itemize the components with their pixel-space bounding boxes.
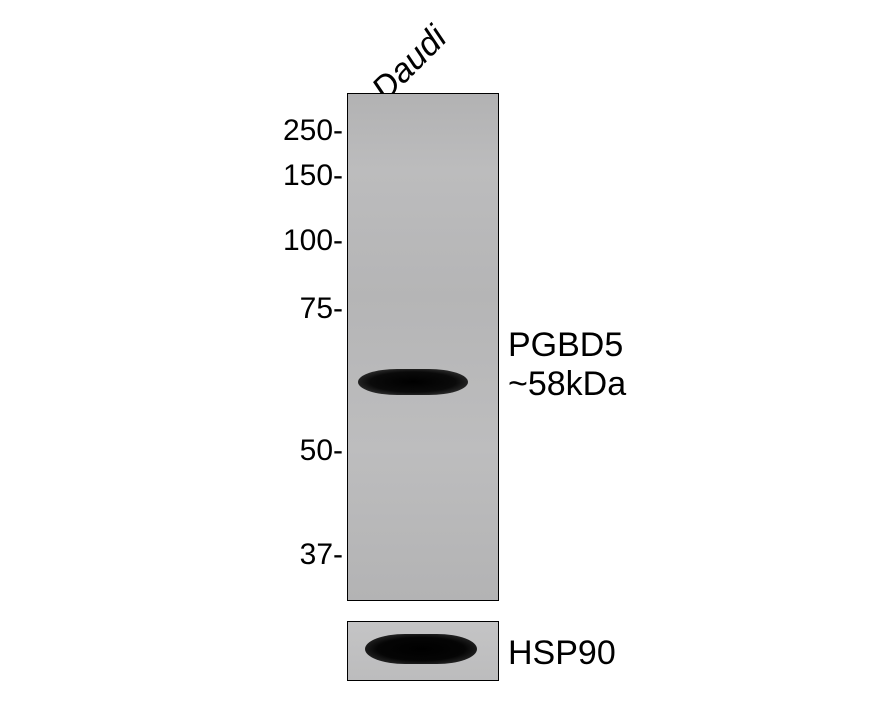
figure-container: Daudi 250- 150- 100- 75- 50- 37- PGBD5 ~… <box>0 0 888 711</box>
marker-75: 75- <box>274 292 343 326</box>
target-band <box>358 369 468 395</box>
marker-text: 250- <box>283 114 343 147</box>
marker-250: 250- <box>259 114 343 148</box>
marker-text: 100- <box>283 224 343 257</box>
marker-text: 150- <box>283 159 343 192</box>
marker-100: 100- <box>259 224 343 258</box>
control-band <box>365 634 477 664</box>
control-name-text: HSP90 <box>508 634 616 672</box>
blot-texture <box>348 94 498 600</box>
marker-150: 150- <box>259 159 343 193</box>
marker-50: 50- <box>274 434 343 468</box>
control-name-label: HSP90 <box>508 634 616 673</box>
target-size-label: ~58kDa <box>508 365 626 404</box>
target-size-text: ~58kDa <box>508 365 626 403</box>
main-blot <box>347 93 499 601</box>
target-name-label: PGBD5 <box>508 326 623 365</box>
marker-text: 75- <box>300 292 343 325</box>
marker-text: 37- <box>300 538 343 571</box>
control-blot <box>347 621 499 681</box>
marker-text: 50- <box>300 434 343 467</box>
target-name-text: PGBD5 <box>508 326 623 364</box>
marker-37: 37- <box>274 538 343 572</box>
